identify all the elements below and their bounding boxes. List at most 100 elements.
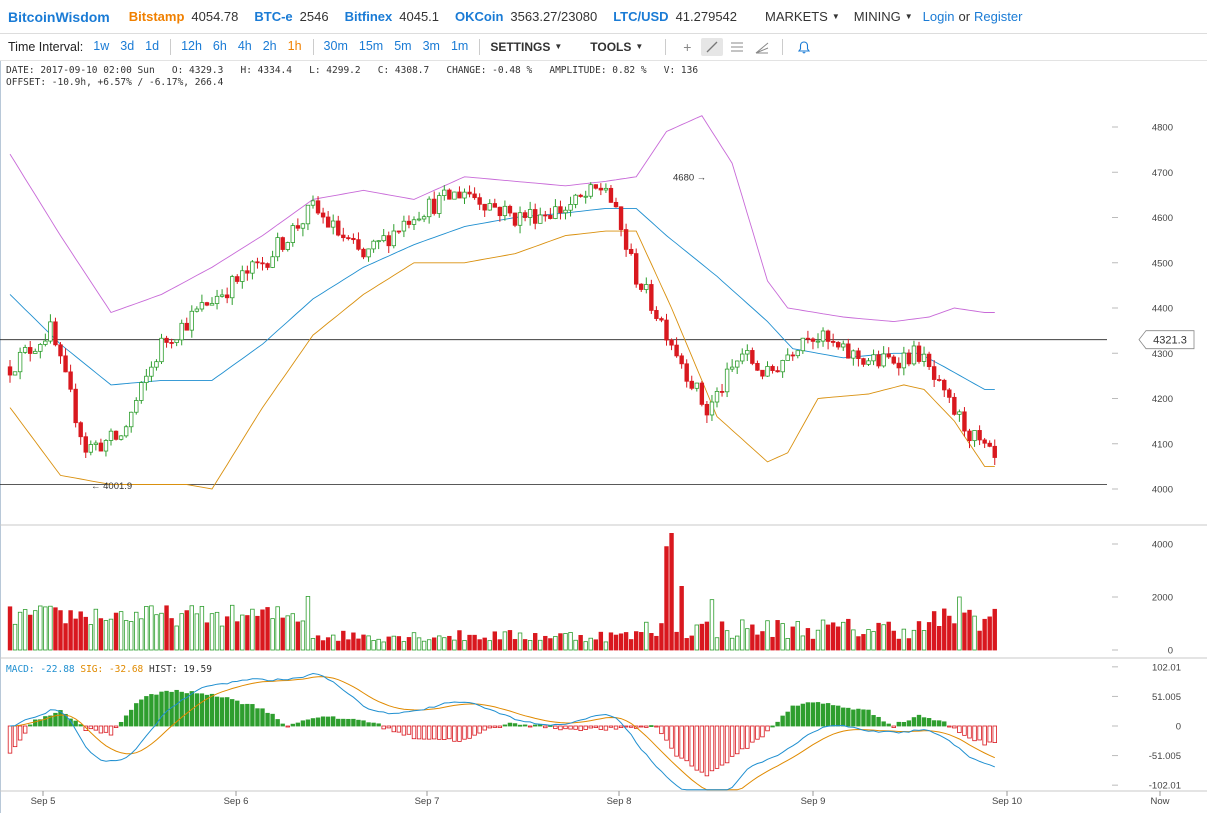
interval-6h[interactable]: 6h [212,39,227,53]
macd-histogram-bar [411,725,417,740]
volume-bar [921,630,927,651]
candle-body [401,220,407,232]
macd-histogram-bar [260,708,265,727]
candle [937,374,942,382]
markets-menu[interactable]: MARKETS ▼ [765,9,840,24]
candle [58,342,63,364]
settings-menu[interactable]: SETTINGS ▼ [490,40,562,54]
candle-body [841,343,846,348]
volume-bar [12,623,18,651]
candle [952,393,957,416]
macd-histogram-bar [755,725,760,740]
volume-bar [128,621,134,651]
macd-histogram-bar [38,719,43,727]
interval-1h[interactable]: 1h [287,39,302,53]
candle [745,344,750,362]
candle-body [240,270,245,282]
interval-3d[interactable]: 3d [120,39,135,53]
candle-body [679,355,684,365]
login-link[interactable]: Login [922,9,955,24]
volume-bar [714,637,720,651]
volume-bar [255,615,260,651]
candle-body [442,189,447,196]
candle-body [634,253,639,285]
macd-histogram-bar [159,691,164,727]
exchange-okcoin[interactable]: OKCoin 3563.27/23080 [455,9,597,24]
macd-histogram-bar [830,705,836,727]
x-tick-label: Now [1150,796,1169,807]
register-link[interactable]: Register [974,9,1023,24]
macd-histogram-bar [937,720,942,727]
trendline-icon[interactable] [701,38,724,56]
macd-histogram-bar [78,724,83,727]
candle-body [477,197,482,205]
interval-12h[interactable]: 12h [181,39,202,53]
interval-2h[interactable]: 2h [262,39,277,53]
candle [98,438,104,452]
candle-body [719,391,725,393]
candle-body [371,240,376,250]
volume-bar [123,620,129,651]
macd-histogram-bar [770,725,775,728]
bell-icon[interactable] [793,38,815,56]
exchange-bitfinex[interactable]: Bitfinex 4045.1 [345,9,439,24]
macd-line [9,672,995,791]
macd-histogram-bar [128,709,134,727]
interval-1m[interactable]: 1m [450,39,469,53]
interval-4h[interactable]: 4h [237,39,252,53]
interval-1w[interactable]: 1w [93,39,110,53]
x-tick-label: Sep 7 [415,796,440,807]
candle [48,314,53,344]
candle-body [568,203,573,211]
candle [442,185,447,201]
candle-body [93,442,99,445]
brand-logo[interactable]: BitcoinWisdom [8,8,110,25]
candle-body [603,187,609,191]
volume-bar [588,637,593,651]
candle [341,227,346,242]
macd-histogram-bar [563,725,568,730]
macd-histogram-bar [573,725,578,730]
macd-histogram-bar [265,712,270,727]
macd-histogram-bar [836,705,841,727]
mining-menu[interactable]: MINING ▼ [854,9,913,24]
candle-body [533,209,538,224]
volume-bar [563,633,568,651]
exchange-name: Bitstamp [128,9,185,24]
volume-bar [305,596,311,651]
candle [214,289,220,310]
exchange-ltcusd[interactable]: LTC/USD 41.279542 [613,9,737,24]
candle-body [295,225,301,229]
volume-bar [68,610,73,651]
candle [947,387,952,403]
candle-body [512,212,518,226]
candle [356,232,361,251]
interval-30m[interactable]: 30m [323,39,348,53]
volume-bar [325,637,331,651]
volume-bar [63,623,68,651]
volume-bar [452,639,457,651]
interval-3m[interactable]: 3m [422,39,440,53]
volume-bar [972,615,977,651]
candle-body [174,339,179,343]
macd-histogram-bar [482,725,487,731]
interval-15m[interactable]: 15m [358,39,384,53]
exchange-bitstamp[interactable]: Bitstamp 4054.78 [129,9,239,24]
interval-1d[interactable]: 1d [145,39,160,53]
candle [371,239,376,253]
candle [88,440,93,456]
candle-body [942,379,947,391]
macd-histogram-bar [841,707,846,727]
exchange-btce[interactable]: BTC-e 2546 [254,9,328,24]
interval-5m[interactable]: 5m [394,39,412,53]
tools-menu[interactable]: TOOLS ▼ [590,40,643,54]
crosshair-icon[interactable]: + [683,39,692,55]
fan-icon[interactable] [751,38,773,56]
macd-histogram-bar [457,725,462,742]
macd-histogram-bar [639,725,644,728]
candle [967,428,972,449]
horizontal-lines-icon[interactable] [726,38,748,56]
candle-body [901,352,907,369]
macd-histogram-bar [361,720,366,727]
